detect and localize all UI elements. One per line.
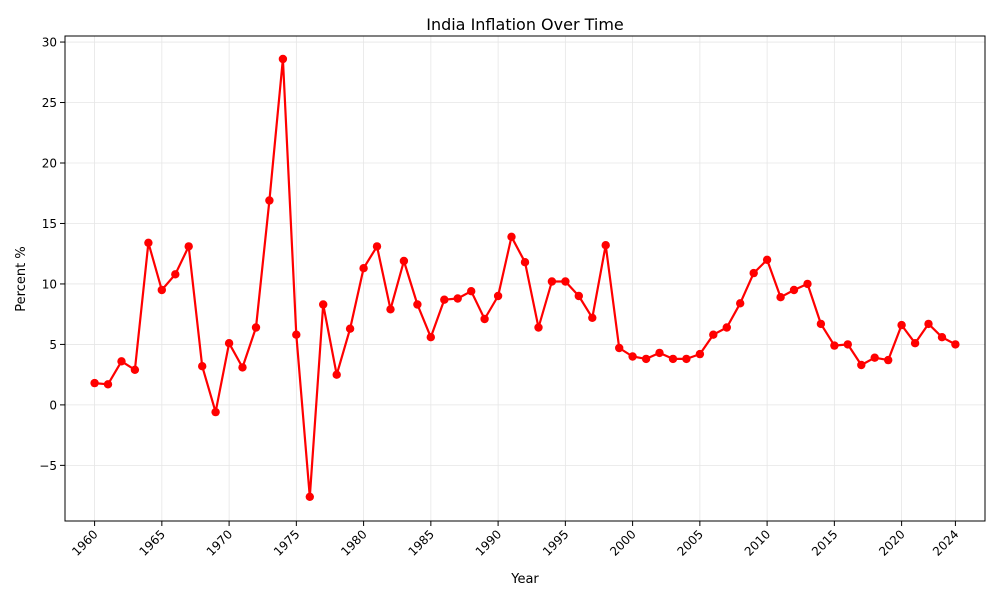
data-point [319, 300, 328, 309]
plot-frame [64, 35, 986, 522]
data-point [547, 277, 557, 286]
x-tick-label: 1975 [271, 527, 302, 558]
data-point [695, 349, 705, 359]
chart-title: India Inflation Over Time [426, 15, 624, 34]
data-point [857, 360, 866, 370]
data-point [722, 323, 731, 332]
y-tick-label: 25 [42, 96, 57, 110]
x-tick-label: 2024 [930, 527, 961, 558]
data-point [198, 362, 207, 371]
data-point [843, 340, 852, 349]
data-point [655, 348, 664, 358]
y-tick-label: 15 [42, 217, 57, 231]
data-point [90, 378, 99, 388]
data-point [601, 241, 610, 250]
x-tick-label: 1995 [540, 527, 571, 558]
data-point [924, 319, 933, 329]
data-point [184, 242, 193, 251]
data-point [910, 339, 920, 348]
y-tick-label: 20 [42, 156, 57, 170]
data-point [171, 270, 180, 279]
data-point [749, 268, 758, 278]
data-point [265, 196, 274, 205]
data-point [803, 279, 812, 289]
data-point [238, 363, 247, 372]
data-point [574, 291, 583, 301]
x-tick-label: 2005 [674, 527, 705, 558]
data-point [628, 352, 637, 361]
data-point [224, 339, 234, 348]
data-point [588, 313, 597, 322]
y-tick-label: 10 [42, 277, 57, 291]
data-point [561, 277, 570, 286]
data-point [480, 314, 489, 324]
data-point [386, 305, 395, 314]
x-tick-label: 1985 [405, 527, 436, 558]
data-point [359, 264, 368, 273]
y-axis-label: Percent % [14, 246, 29, 311]
data-point [951, 340, 960, 349]
x-tick-label: 1980 [338, 527, 369, 558]
data-point [776, 293, 785, 302]
data-point [332, 370, 341, 379]
x-tick-label: 1960 [69, 527, 100, 558]
data-point [870, 353, 879, 362]
data-point [399, 256, 409, 266]
data-point [130, 365, 140, 374]
grid-layer [65, 36, 985, 521]
data-point [520, 258, 530, 267]
x-tick-label: 2010 [742, 527, 773, 558]
y-tick-label: 30 [42, 36, 57, 50]
data-point [305, 492, 314, 501]
data-point [157, 285, 166, 295]
x-tick-label: 1970 [204, 527, 235, 558]
data-point [534, 323, 543, 332]
data-point [117, 357, 126, 366]
data-point [507, 232, 516, 241]
data-point [372, 242, 382, 251]
data-point [668, 354, 678, 364]
data-point [884, 355, 893, 365]
y-tick-label: 5 [49, 338, 57, 352]
data-point [453, 294, 462, 303]
data-point [251, 323, 261, 332]
data-point [682, 354, 691, 364]
series-layer [90, 54, 960, 501]
data-point [211, 407, 220, 417]
data-point [641, 354, 651, 364]
data-point [493, 291, 503, 301]
data-point [144, 238, 153, 247]
data-point [789, 285, 799, 295]
data-point [937, 333, 947, 342]
data-point [345, 324, 355, 333]
data-point [736, 299, 745, 308]
data-point [830, 341, 839, 350]
x-tick-label: 2020 [876, 527, 907, 558]
data-point [440, 295, 449, 304]
data-point [292, 330, 301, 339]
x-tick-label: 2000 [607, 527, 638, 558]
data-point [467, 287, 476, 296]
data-point [426, 333, 435, 342]
x-tick-label: 1965 [136, 527, 167, 558]
x-axis-label: Year [510, 572, 539, 587]
data-point [278, 54, 288, 64]
data-point [413, 300, 422, 309]
series-line [94, 57, 956, 498]
x-tick-label: 2015 [809, 527, 840, 558]
data-point [103, 380, 113, 389]
data-point [762, 255, 772, 264]
data-point [897, 320, 906, 330]
data-point [615, 343, 624, 353]
y-tick-label: 0 [49, 398, 57, 412]
data-point [816, 319, 826, 329]
x-tick-label: 1990 [473, 527, 504, 558]
y-tick-label: −5 [39, 459, 57, 473]
data-point [709, 330, 718, 339]
